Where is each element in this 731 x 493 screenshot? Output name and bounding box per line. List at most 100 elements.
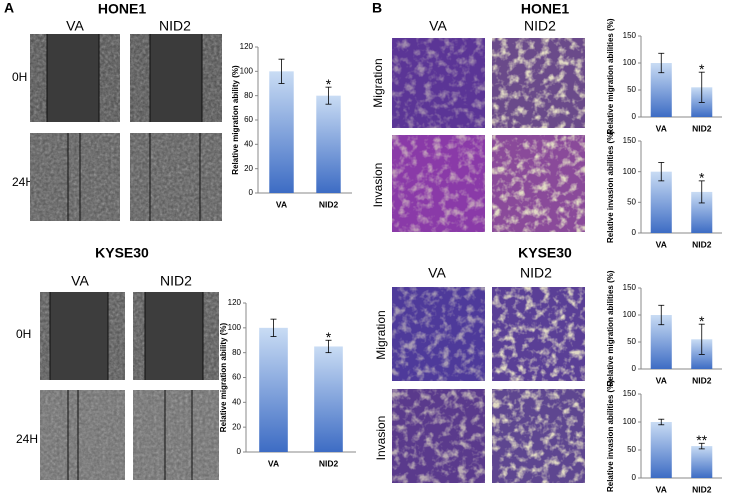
y-tick-label: 150	[623, 31, 637, 40]
x-tick-label: VA	[656, 123, 667, 133]
x-tick-label: VA	[268, 458, 279, 468]
bar	[650, 315, 672, 369]
bar	[691, 191, 713, 233]
bar-chart: 0 20 40 60 80 100 120 Relative migration abilit…	[231, 42, 352, 209]
x-tick-label: NID2	[319, 199, 339, 209]
column-label: NID2	[159, 18, 191, 34]
y-axis-label: Relative migration abilities (%)	[606, 18, 615, 134]
column-label: VA	[66, 18, 84, 34]
bar-chart: 0 50 100 150 Relative invasion abilities (%)…	[606, 380, 722, 493]
significance-mark: **	[696, 432, 707, 448]
y-axis-label: Relative invasion abilities (%)	[606, 131, 615, 243]
y-tick-label: 120	[240, 42, 254, 51]
row-label: Migration	[374, 310, 388, 359]
x-tick-label: VA	[656, 484, 667, 493]
y-axis-label: Relative migration ability (%)	[231, 65, 240, 175]
bar	[691, 446, 713, 478]
panel-label: A	[4, 0, 14, 16]
error-bar	[658, 304, 665, 326]
y-tick-label: 100	[623, 58, 637, 67]
y-tick-label: 150	[623, 283, 637, 292]
row-label: Migration	[371, 58, 385, 107]
y-tick-label: 0	[249, 188, 254, 197]
significance-mark: *	[326, 76, 332, 92]
y-tick-label: 50	[627, 337, 636, 346]
y-tick-label: 80	[244, 91, 253, 100]
bar	[650, 63, 672, 117]
bar-chart: 0 50 100 150 Relative migration abilities (%…	[606, 18, 722, 135]
y-axis-label: Relative migration abilities (%)	[606, 270, 615, 386]
significance-mark: *	[699, 61, 705, 77]
error-bar	[278, 58, 285, 84]
error-bar	[325, 86, 332, 105]
column-label: NID2	[520, 265, 552, 281]
x-tick-label: NID2	[692, 375, 712, 385]
column-label: VA	[71, 273, 89, 289]
y-tick-label: 50	[627, 85, 636, 94]
y-tick-label: 100	[623, 167, 637, 176]
micrograph	[392, 38, 585, 232]
x-tick-label: NID2	[692, 484, 712, 493]
y-tick-label: 100	[623, 310, 637, 319]
significance-mark: *	[699, 313, 705, 329]
x-tick-label: NID2	[692, 123, 712, 133]
error-bar	[658, 418, 665, 426]
y-tick-label: 0	[632, 364, 637, 373]
panel-title: HONE1	[521, 1, 569, 17]
micrograph	[30, 34, 222, 221]
y-tick-label: 150	[623, 136, 637, 145]
y-tick-label: 0	[632, 228, 637, 237]
column-label: NID2	[524, 18, 556, 34]
y-tick-label: 150	[623, 389, 637, 398]
significance-mark: *	[699, 170, 705, 186]
column-label: VA	[429, 18, 447, 34]
y-tick-label: 100	[623, 417, 637, 426]
panel-label: B	[372, 0, 382, 16]
micrograph	[40, 292, 219, 480]
micrograph	[392, 287, 585, 483]
y-tick-label: 0	[632, 473, 637, 482]
row-label: 24H	[16, 432, 38, 446]
error-bar	[270, 318, 277, 337]
x-tick-label: NID2	[319, 458, 339, 468]
error-bar	[325, 339, 332, 354]
y-tick-label: 40	[232, 397, 241, 406]
row-label: 24H	[12, 175, 34, 189]
y-axis-label: Relative migration ability (%)	[219, 322, 228, 432]
error-bar	[698, 71, 705, 103]
bar	[316, 95, 341, 193]
y-tick-label: 0	[237, 447, 242, 456]
row-label: 0H	[12, 70, 27, 84]
bar	[650, 171, 672, 233]
bar-chart: 0 50 100 150 Relative invasion abilities (%)…	[606, 131, 722, 249]
column-label: VA	[428, 265, 446, 281]
x-tick-label: VA	[276, 199, 287, 209]
y-tick-label: 20	[232, 422, 241, 431]
row-label: 0H	[16, 327, 31, 341]
significance-mark: *	[326, 329, 332, 345]
error-bar	[698, 180, 705, 204]
y-tick-label: 20	[244, 164, 253, 173]
y-tick-label: 60	[232, 373, 241, 382]
bar-chart: 0 50 100 150 Relative migration abilities (%…	[606, 270, 722, 387]
x-tick-label: VA	[656, 239, 667, 249]
row-label: Invasion	[374, 416, 388, 461]
error-bar	[658, 162, 665, 182]
y-tick-label: 0	[632, 112, 637, 121]
bar	[259, 327, 288, 452]
panel-title: KYSE30	[95, 245, 149, 261]
panel-title: KYSE30	[518, 245, 572, 261]
y-tick-label: 40	[244, 139, 253, 148]
y-tick-label: 80	[232, 348, 241, 357]
bar	[650, 422, 672, 478]
bar	[269, 71, 294, 193]
y-tick-label: 60	[244, 115, 253, 124]
error-bar	[658, 52, 665, 74]
row-label: Invasion	[371, 163, 385, 208]
y-axis-label: Relative invasion abilities (%)	[606, 380, 615, 492]
error-bar	[698, 323, 705, 355]
error-bar	[698, 442, 705, 450]
y-tick-label: 100	[228, 323, 242, 332]
y-tick-label: 120	[228, 298, 242, 307]
